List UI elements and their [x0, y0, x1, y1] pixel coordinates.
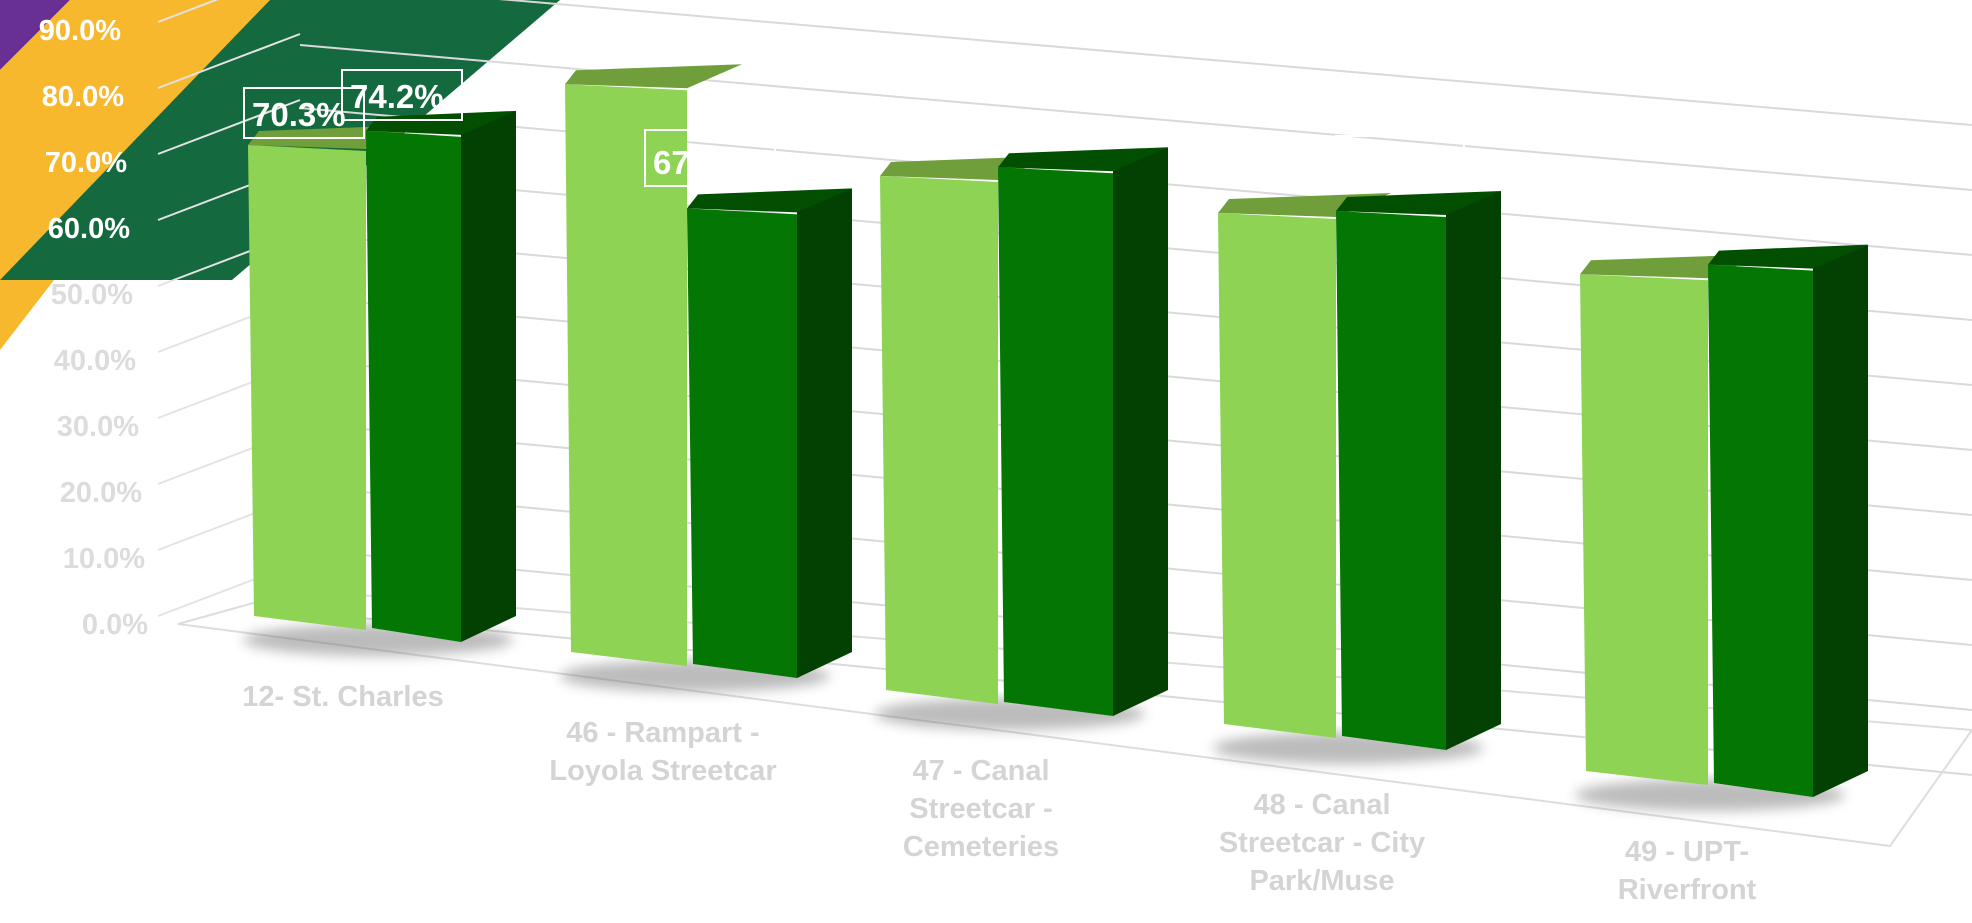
bar-top — [1336, 191, 1501, 215]
data-label-box — [243, 87, 365, 139]
bar-top — [687, 188, 852, 213]
y-tick-label: 40.0% — [54, 345, 136, 377]
axis-tick-line — [157, 33, 301, 89]
bar — [1580, 274, 1708, 785]
data-label-box — [1613, 171, 1743, 191]
x-category-label: 49 - UPT- — [1625, 836, 1749, 868]
x-category-label: Streetcar - City — [1219, 827, 1425, 859]
bar — [366, 130, 461, 643]
x-category-label: Riverfront — [1618, 874, 1757, 906]
bar — [687, 208, 797, 678]
x-category-label: Park/Muse — [1249, 865, 1394, 897]
bar-side — [1813, 244, 1868, 798]
bar-top — [565, 64, 742, 89]
bar-top — [1708, 244, 1868, 269]
gridline — [299, 44, 1972, 191]
data-label-box — [644, 129, 776, 187]
bar-top — [998, 147, 1168, 172]
y-tick-label: 70.0% — [45, 147, 127, 179]
data-label-box — [984, 125, 1111, 147]
y-axis-ticks: 0.0% 10.0% 20.0% 30.0% 40.0% 50.0% 60.0% 70.0% 8… — [39, 15, 148, 641]
x-category-label: 12- St. Charles — [242, 681, 443, 713]
bar — [248, 144, 366, 631]
bar-side — [1446, 191, 1501, 750]
bar — [1708, 264, 1813, 798]
bar-top — [366, 110, 516, 135]
y-tick-label: 60.0% — [48, 213, 130, 245]
x-category-label: Cemeteries — [903, 831, 1059, 863]
bar — [1218, 213, 1336, 738]
x-axis-categories: 12- St. Charles 46 - Rampart - Loyola Stre… — [242, 681, 1756, 906]
axis-tick-line — [157, 99, 301, 155]
bar-side — [797, 188, 852, 678]
x-category-label: 48 - Canal — [1254, 789, 1391, 821]
data-label: 74.2% — [350, 78, 444, 115]
bar — [998, 167, 1113, 716]
data-label-box — [341, 69, 463, 121]
data-labels: 70.3% 74.2% 67. — [243, 69, 1743, 191]
gridline — [498, 0, 1972, 126]
bars — [243, 64, 1868, 811]
y-tick-label: 90.0% — [39, 15, 121, 47]
x-category-label: Streetcar - — [909, 793, 1052, 825]
y-tick-label: 20.0% — [60, 477, 142, 509]
y-tick-label: 0.0% — [82, 609, 148, 641]
data-label-box — [1335, 135, 1465, 155]
axis-tick-line — [157, 0, 219, 23]
y-tick-label: 10.0% — [63, 543, 145, 575]
bar-side — [1113, 147, 1168, 716]
bar-side — [461, 110, 516, 643]
x-category-label: Loyola Streetcar — [549, 755, 776, 787]
y-tick-label: 80.0% — [42, 81, 124, 113]
y-tick-label: 30.0% — [57, 411, 139, 443]
x-category-label: 47 - Canal — [913, 755, 1050, 787]
y-tick-label: 50.0% — [51, 279, 133, 311]
bar — [1336, 211, 1446, 750]
x-category-label: 46 - Rampart - — [566, 717, 759, 749]
bar — [880, 175, 998, 704]
data-label: 67. — [653, 144, 699, 181]
data-label: 70.3% — [252, 96, 346, 133]
bar — [565, 84, 687, 666]
